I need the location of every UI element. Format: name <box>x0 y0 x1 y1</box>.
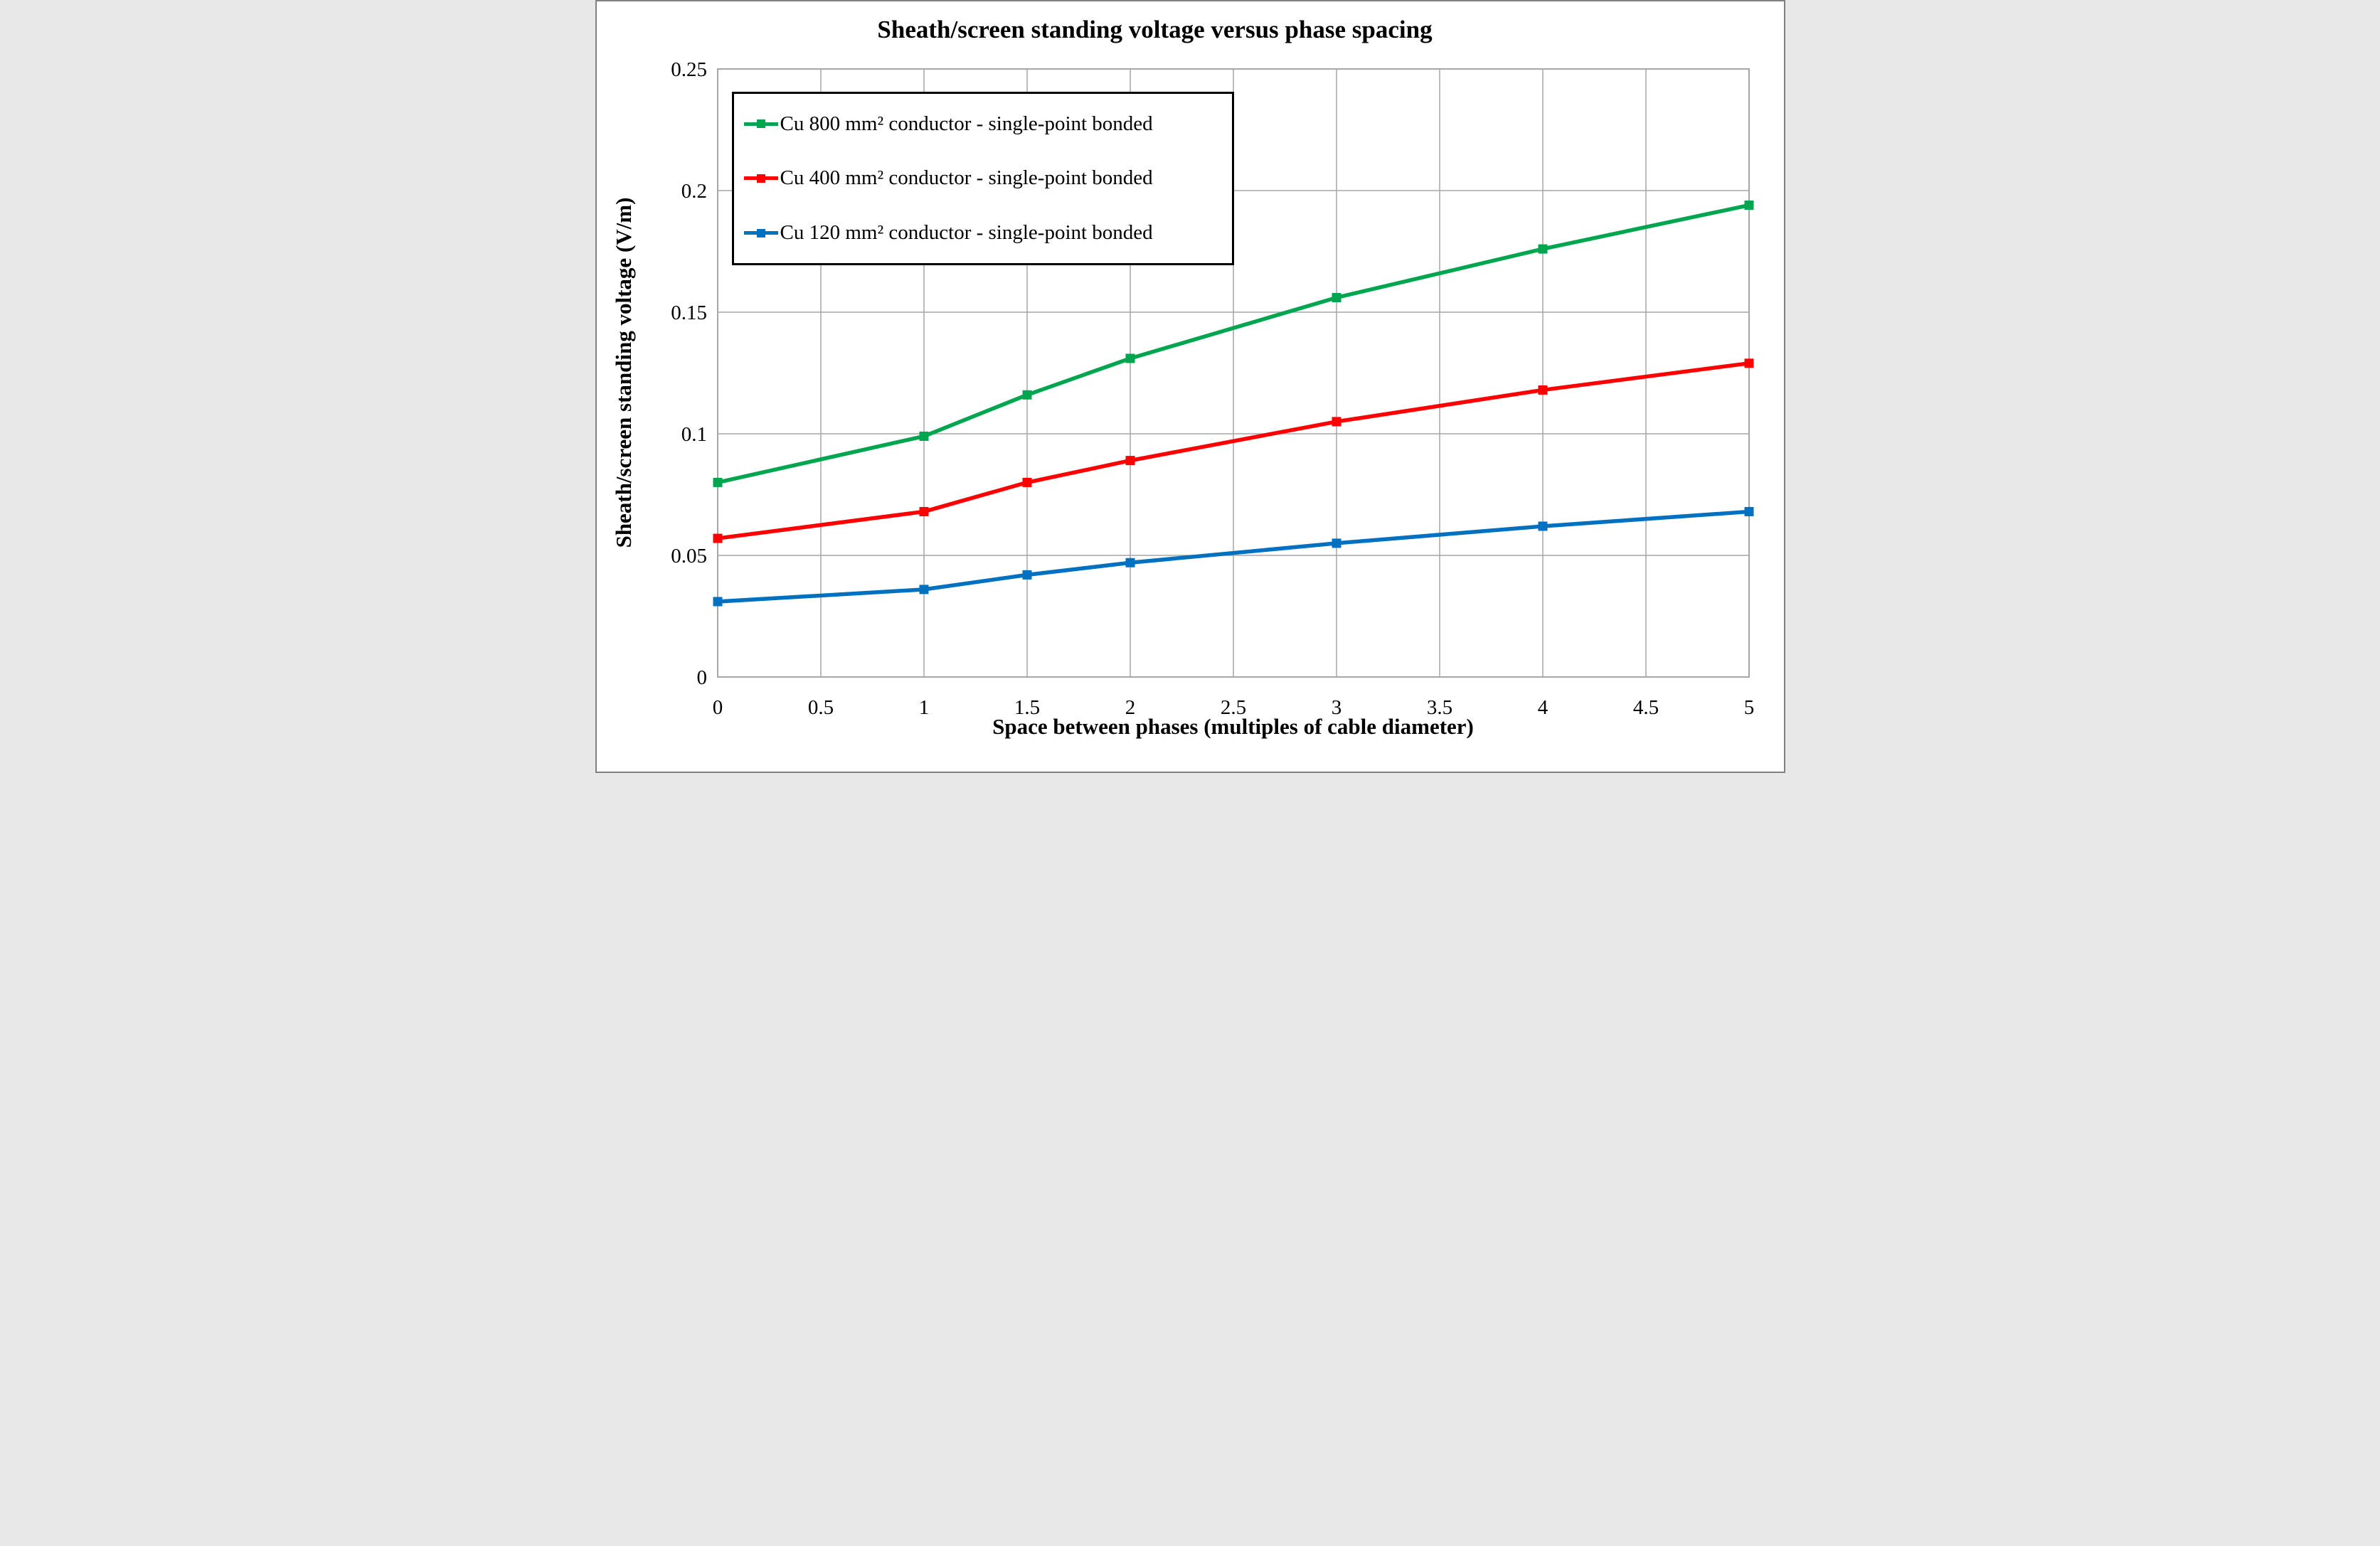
legend: Cu 800 mm² conductor - single-point bond… <box>731 92 1234 265</box>
data-point-marker <box>713 533 722 543</box>
data-point-marker <box>1022 570 1031 580</box>
data-point-marker <box>1125 558 1135 567</box>
legend-label: Cu 800 mm² conductor - single-point bond… <box>780 112 1153 135</box>
x-tick-label: 2 <box>1125 696 1135 719</box>
y-tick-label: 0.05 <box>671 545 707 567</box>
data-point-marker <box>1332 538 1341 548</box>
data-point-marker <box>1332 417 1341 427</box>
y-tick-label: 0.2 <box>681 180 706 203</box>
data-point-marker <box>919 431 928 441</box>
x-tick-label: 0.5 <box>807 696 833 719</box>
data-point-marker <box>1744 358 1753 368</box>
data-point-marker <box>1538 521 1547 531</box>
x-tick-label: 3.5 <box>1426 696 1452 719</box>
chart-title: Sheath/screen standing voltage versus ph… <box>877 16 1433 43</box>
data-point-marker <box>919 506 928 516</box>
data-point-marker <box>1125 353 1135 363</box>
data-point-marker <box>919 585 928 595</box>
legend-item: Cu 120 mm² conductor - single-point bond… <box>743 221 1228 245</box>
y-tick-label: 0.15 <box>671 302 707 324</box>
legend-label: Cu 120 mm² conductor - single-point bond… <box>780 221 1153 245</box>
legend-marker-icon <box>743 119 778 129</box>
plot-border <box>716 68 1750 678</box>
x-tick-label: 4.5 <box>1632 696 1658 719</box>
x-tick-label: 4 <box>1537 696 1548 719</box>
data-point-marker <box>1538 244 1547 254</box>
data-point-marker <box>1744 506 1753 516</box>
legend-marker-icon <box>743 228 778 238</box>
y-tick-label: 0.25 <box>671 58 707 81</box>
data-point-marker <box>1332 292 1341 302</box>
data-point-marker <box>1022 477 1031 487</box>
x-tick-label: 3 <box>1331 696 1342 719</box>
legend-item: Cu 400 mm² conductor - single-point bond… <box>743 166 1228 190</box>
data-point-marker <box>1125 456 1135 466</box>
data-point-marker <box>1538 385 1547 395</box>
y-tick-label: 0.1 <box>681 423 706 446</box>
data-point-marker <box>1022 390 1031 400</box>
chart-figure: Sheath/screen standing voltage versus ph… <box>595 0 1785 773</box>
data-point-marker <box>713 477 722 487</box>
data-point-marker <box>713 597 722 607</box>
x-axis-title: Space between phases (multiples of cable… <box>992 714 1474 739</box>
legend-label: Cu 400 mm² conductor - single-point bond… <box>780 166 1153 190</box>
x-tick-label: 1 <box>918 696 929 719</box>
x-tick-label: 1.5 <box>1014 696 1039 719</box>
legend-marker-icon <box>743 174 778 183</box>
legend-item: Cu 800 mm² conductor - single-point bond… <box>743 112 1228 136</box>
data-point-marker <box>1744 201 1753 210</box>
x-tick-label: 5 <box>1743 696 1754 719</box>
y-tick-label: 0 <box>696 666 707 689</box>
x-tick-label: 0 <box>712 696 723 719</box>
x-tick-label: 2.5 <box>1220 696 1245 719</box>
